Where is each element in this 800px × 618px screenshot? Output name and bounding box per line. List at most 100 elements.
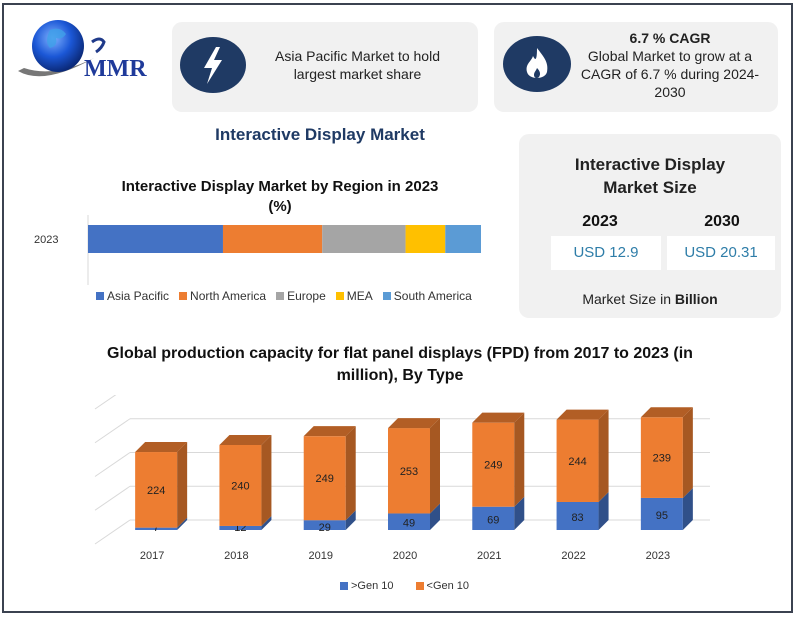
market-size-footer-prefix: Market Size in bbox=[582, 291, 675, 307]
bar-front bbox=[303, 436, 346, 521]
gridline-depth bbox=[94, 395, 117, 410]
legend-label: Europe bbox=[287, 289, 326, 303]
gridline-depth bbox=[94, 485, 131, 511]
legend-swatch bbox=[179, 292, 188, 300]
cagr-line2: CAGR of 6.7 % during 2024- bbox=[580, 66, 760, 82]
cagr-line3: 2030 bbox=[654, 84, 686, 100]
market-size-footer-unit: Billion bbox=[674, 291, 718, 307]
bar-side bbox=[514, 496, 525, 530]
bar-side bbox=[514, 412, 525, 507]
bar-side bbox=[177, 442, 188, 528]
region-card-line2: largest market share bbox=[293, 66, 422, 82]
bar-front bbox=[640, 417, 683, 498]
x-tick-label: 2023 bbox=[646, 550, 670, 562]
x-tick-label: 2019 bbox=[308, 550, 332, 562]
legend-swatch bbox=[340, 582, 348, 590]
bar-front bbox=[472, 422, 515, 507]
bar-2021-lt-gen10 bbox=[472, 412, 525, 507]
bar-front bbox=[219, 525, 262, 530]
bar-2023-gt-gen10 bbox=[640, 487, 693, 530]
legend-swatch bbox=[96, 292, 104, 300]
bar-top bbox=[219, 434, 272, 445]
bar-top bbox=[640, 407, 693, 418]
data-label: 253 bbox=[400, 466, 418, 478]
region-legend-item: Europe bbox=[276, 289, 326, 303]
legend-swatch bbox=[276, 292, 285, 300]
flame-icon bbox=[526, 48, 548, 79]
gridline-depth bbox=[94, 452, 131, 477]
legend-label: Asia Pacific bbox=[107, 289, 170, 303]
fpd-legend: >Gen 10 <Gen 10 bbox=[340, 580, 469, 592]
data-label: 29 bbox=[319, 522, 331, 534]
data-label: 239 bbox=[653, 453, 671, 465]
bar-2019-lt-gen10 bbox=[303, 426, 356, 521]
bar-side bbox=[261, 434, 272, 526]
bar-side bbox=[345, 510, 356, 530]
fpd-legend-item: >Gen 10 bbox=[340, 580, 394, 592]
bar-front bbox=[472, 506, 515, 530]
legend-swatch bbox=[415, 582, 424, 590]
bar-side bbox=[261, 515, 272, 530]
logo-text: MMR bbox=[84, 56, 147, 82]
bar-2021-gt-gen10 bbox=[472, 496, 525, 530]
legend-label: North America bbox=[190, 289, 267, 303]
region-legend-item: Asia Pacific bbox=[96, 289, 169, 303]
bar-2020-lt-gen10 bbox=[388, 418, 440, 514]
cagr-badge bbox=[503, 36, 571, 92]
region-legend: Asia Pacific North America Europe MEA South … bbox=[96, 289, 472, 303]
bar-top bbox=[388, 418, 440, 429]
market-size-footer: Market Size in Billion bbox=[519, 291, 781, 307]
bar-top bbox=[303, 426, 356, 437]
bar-front bbox=[556, 419, 599, 502]
region-segment-asia-pacific bbox=[88, 225, 223, 253]
bar-side bbox=[682, 407, 693, 498]
bar-2017-lt-gen10 bbox=[135, 442, 188, 528]
market-size-value-2023: USD 12.9 bbox=[551, 236, 661, 270]
legend-label: >Gen 10 bbox=[351, 580, 394, 592]
bar-side bbox=[430, 503, 440, 530]
data-label: 49 bbox=[403, 518, 415, 530]
gridline-depth bbox=[94, 519, 131, 545]
region-segment-south-america bbox=[445, 225, 481, 253]
legend-label: South America bbox=[393, 289, 472, 303]
cagr-line1: Global Market to grow at a bbox=[587, 48, 753, 64]
bar-side bbox=[430, 418, 440, 514]
x-tick-label: 2017 bbox=[140, 550, 164, 562]
bar-front bbox=[388, 428, 430, 514]
cagr-title: 6.7 % CAGR bbox=[629, 30, 711, 46]
bar-front bbox=[640, 497, 683, 530]
market-size-year-2030: 2030 bbox=[704, 213, 740, 230]
data-label: 224 bbox=[147, 485, 165, 497]
fpd-chart-title: Global production capacity for flat pane… bbox=[107, 345, 693, 362]
region-segment-north-america bbox=[222, 225, 323, 253]
market-size-title-line1: Interactive Display bbox=[574, 155, 726, 174]
data-label: 249 bbox=[316, 473, 334, 485]
data-label: 95 bbox=[656, 510, 668, 522]
market-size-title-line2: Market Size bbox=[603, 178, 697, 197]
bar-side bbox=[177, 517, 188, 530]
region-legend-item: North America bbox=[179, 289, 266, 303]
data-label: 249 bbox=[484, 460, 502, 472]
market-size-year-2023: 2023 bbox=[582, 213, 618, 230]
x-tick-label: 2022 bbox=[561, 550, 585, 562]
bar-2020-gt-gen10 bbox=[388, 503, 440, 530]
bar-2019-gt-gen10 bbox=[303, 510, 356, 530]
region-segment-mea bbox=[405, 225, 446, 253]
region-legend-item: South America bbox=[382, 289, 472, 303]
region-card-line1: Asia Pacific Market to hold bbox=[275, 48, 440, 64]
x-tick-label: 2018 bbox=[224, 550, 248, 562]
fpd-legend-item: <Gen 10 bbox=[415, 580, 469, 592]
legend-swatch bbox=[382, 292, 391, 300]
data-label: 69 bbox=[487, 514, 499, 526]
data-label: 240 bbox=[231, 480, 249, 492]
mmr-logo: MMR bbox=[14, 16, 164, 86]
data-label: 7 bbox=[153, 522, 159, 534]
bar-top bbox=[472, 412, 525, 423]
gridline-depth bbox=[94, 418, 131, 444]
bar-side bbox=[598, 491, 609, 530]
region-chart-title-line2: (%) bbox=[268, 198, 292, 215]
bar-front bbox=[556, 501, 599, 530]
region-stacked-bar-chart: 2023 bbox=[34, 215, 481, 285]
bar-front bbox=[219, 444, 262, 526]
bar-top bbox=[556, 409, 609, 420]
